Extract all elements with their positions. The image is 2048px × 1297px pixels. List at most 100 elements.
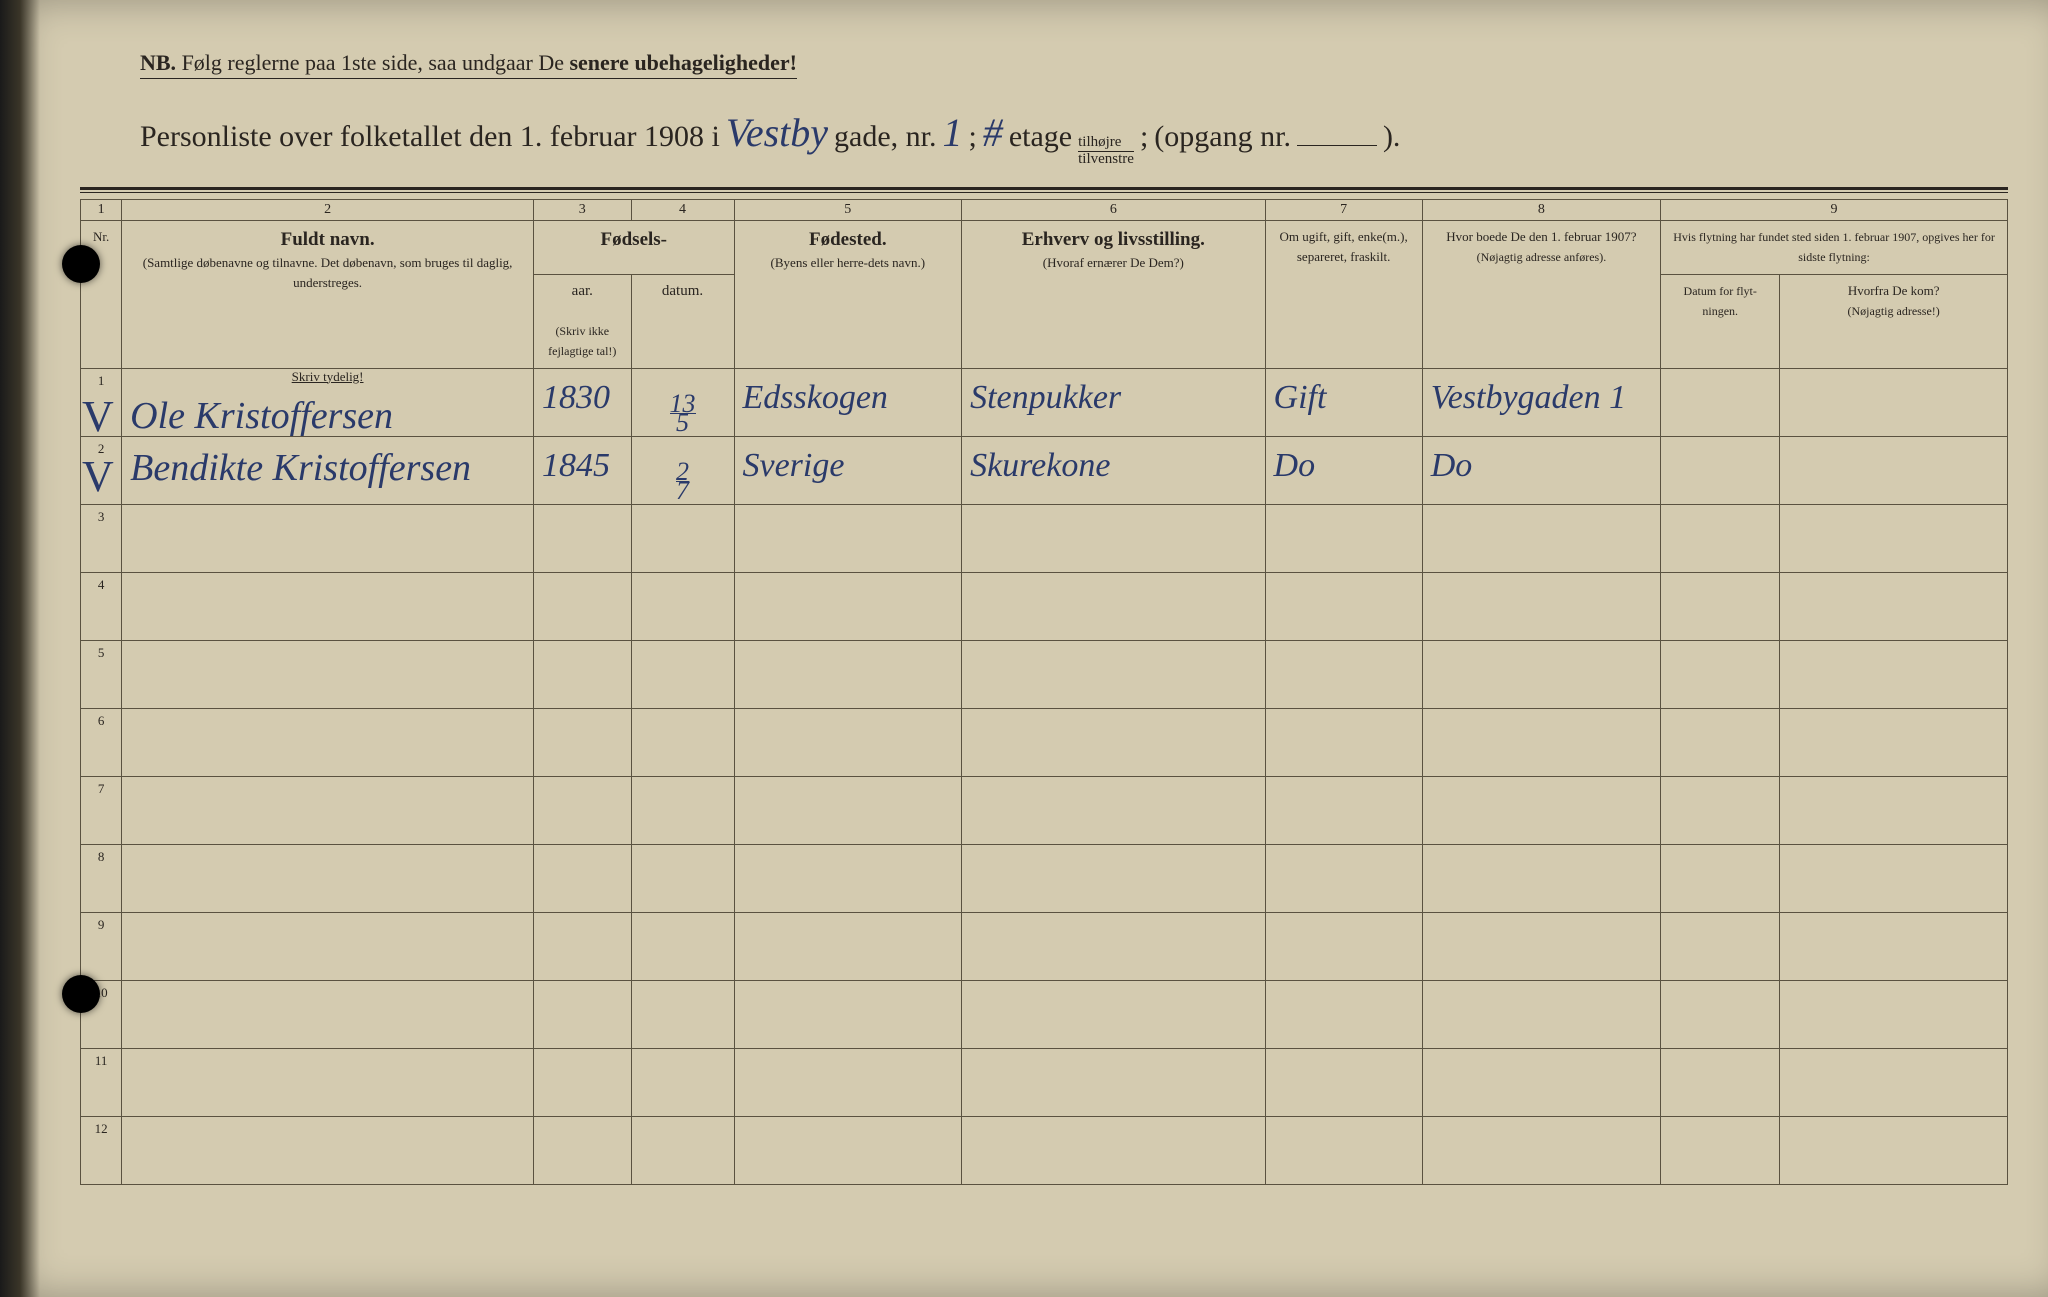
etage-handwritten: # bbox=[983, 109, 1003, 156]
hdr-marital: Om ugift, gift, enke(m.), separeret, fra… bbox=[1265, 221, 1422, 369]
cell-movewhere bbox=[1780, 436, 2008, 504]
cell-movedate bbox=[1661, 708, 1780, 776]
place-handwritten: Sverige bbox=[743, 437, 954, 483]
semicolon: ; bbox=[969, 120, 977, 154]
hdr-place: Fødested. (Byens eller herre-dets navn.) bbox=[734, 221, 962, 369]
row-number: 9 bbox=[81, 912, 122, 980]
header-prefix: Personliste over folketallet den 1. febr… bbox=[140, 120, 720, 154]
row-number: 8 bbox=[81, 844, 122, 912]
cell-prev bbox=[1422, 1048, 1660, 1116]
cell-place bbox=[734, 1048, 962, 1116]
closing-paren: ). bbox=[1383, 120, 1401, 154]
cell-movewhere bbox=[1780, 776, 2008, 844]
cell-place bbox=[734, 640, 962, 708]
cell-prev bbox=[1422, 572, 1660, 640]
cell-prev bbox=[1422, 844, 1660, 912]
rule-thin bbox=[80, 192, 2008, 193]
cell-marital: Gift bbox=[1265, 368, 1422, 436]
cell-occupation bbox=[962, 912, 1265, 980]
cell-occupation: Skurekone bbox=[962, 436, 1265, 504]
cell-prev bbox=[1422, 1116, 1660, 1184]
table-row: 6 bbox=[81, 708, 2008, 776]
cell-name bbox=[122, 776, 534, 844]
table-row: 5 bbox=[81, 640, 2008, 708]
cell-name bbox=[122, 504, 534, 572]
punch-hole-top bbox=[62, 245, 100, 283]
cell-date: 135 bbox=[631, 368, 734, 436]
cell-movedate bbox=[1661, 436, 1780, 504]
cell-prev bbox=[1422, 912, 1660, 980]
cell-occupation bbox=[962, 980, 1265, 1048]
header-row-1: Nr. Fuldt navn. (Samtlige døbenavne og t… bbox=[81, 221, 2008, 275]
colnum-1: 1 bbox=[81, 200, 122, 221]
table-row: 12 bbox=[81, 1116, 2008, 1184]
cell-date bbox=[631, 980, 734, 1048]
cell-year bbox=[534, 912, 632, 980]
cell-name: VBendikte Kristoffersen bbox=[122, 436, 534, 504]
hdr-date: datum. bbox=[631, 274, 734, 368]
cell-occupation bbox=[962, 1048, 1265, 1116]
place-handwritten: Edsskogen bbox=[743, 369, 954, 415]
table-row: 9 bbox=[81, 912, 2008, 980]
cell-movedate bbox=[1661, 844, 1780, 912]
cell-marital bbox=[1265, 1048, 1422, 1116]
cell-date: 27 bbox=[631, 436, 734, 504]
cell-name bbox=[122, 1116, 534, 1184]
side-fraction: tilhøjre tilvenstre bbox=[1078, 135, 1134, 167]
cell-name bbox=[122, 708, 534, 776]
hdr-occupation: Erhverv og livsstilling. (Hvoraf ernærer… bbox=[962, 221, 1265, 369]
marital-handwritten: Gift bbox=[1274, 369, 1414, 415]
opgang-label: (opgang nr. bbox=[1154, 120, 1291, 154]
colnum-2: 2 bbox=[122, 200, 534, 221]
row-number: 6 bbox=[81, 708, 122, 776]
gade-label: gade, nr. bbox=[834, 120, 936, 154]
colnum-4: 4 bbox=[631, 200, 734, 221]
cell-date bbox=[631, 776, 734, 844]
cell-movedate bbox=[1661, 640, 1780, 708]
skriv-tydelig-label: Skriv tydelig! bbox=[130, 369, 525, 385]
cell-place bbox=[734, 708, 962, 776]
cell-name bbox=[122, 912, 534, 980]
table-row: 1Skriv tydelig!VOle Kristoffersen1830135… bbox=[81, 368, 2008, 436]
check-mark: V bbox=[82, 451, 114, 502]
cell-prev: Vestbygaden 1 bbox=[1422, 368, 1660, 436]
fraction-top: tilhøjre bbox=[1078, 135, 1134, 152]
cell-year bbox=[534, 640, 632, 708]
prev-handwritten: Vestbygaden 1 bbox=[1431, 369, 1652, 415]
cell-date bbox=[631, 504, 734, 572]
colnum-5: 5 bbox=[734, 200, 962, 221]
cell-date bbox=[631, 844, 734, 912]
fraction-bottom: tilvenstre bbox=[1078, 152, 1134, 167]
column-number-row: 1 2 3 4 5 6 7 8 9 bbox=[81, 200, 2008, 221]
cell-occupation bbox=[962, 844, 1265, 912]
semicolon2: ; bbox=[1140, 120, 1148, 154]
cell-name bbox=[122, 844, 534, 912]
cell-marital bbox=[1265, 708, 1422, 776]
hdr-name: Fuldt navn. (Samtlige døbenavne og tilna… bbox=[122, 221, 534, 369]
cell-year bbox=[534, 844, 632, 912]
hdr-fodsels: Fødsels- bbox=[534, 221, 734, 275]
cell-name bbox=[122, 572, 534, 640]
cell-movedate bbox=[1661, 1048, 1780, 1116]
cell-marital bbox=[1265, 1116, 1422, 1184]
birth-date-fraction: 27 bbox=[676, 451, 689, 500]
row-number: 12 bbox=[81, 1116, 122, 1184]
cell-year bbox=[534, 504, 632, 572]
occupation-handwritten: Skurekone bbox=[970, 437, 1256, 483]
name-handwritten: Bendikte Kristoffersen bbox=[130, 437, 525, 487]
etage-label: etage bbox=[1009, 120, 1072, 154]
hdr-movewhere: Hvorfra De kom? (Nøjagtig adresse!) bbox=[1780, 274, 2008, 368]
cell-occupation: Stenpukker bbox=[962, 368, 1265, 436]
cell-name bbox=[122, 1048, 534, 1116]
table-row: 3 bbox=[81, 504, 2008, 572]
colnum-8: 8 bbox=[1422, 200, 1660, 221]
colnum-6: 6 bbox=[962, 200, 1265, 221]
cell-movedate bbox=[1661, 368, 1780, 436]
nb-label: NB. bbox=[140, 50, 176, 75]
cell-year bbox=[534, 1048, 632, 1116]
row-number: 3 bbox=[81, 504, 122, 572]
cell-occupation bbox=[962, 640, 1265, 708]
cell-year bbox=[534, 708, 632, 776]
cell-movewhere bbox=[1780, 1116, 2008, 1184]
check-mark: V bbox=[82, 391, 114, 442]
